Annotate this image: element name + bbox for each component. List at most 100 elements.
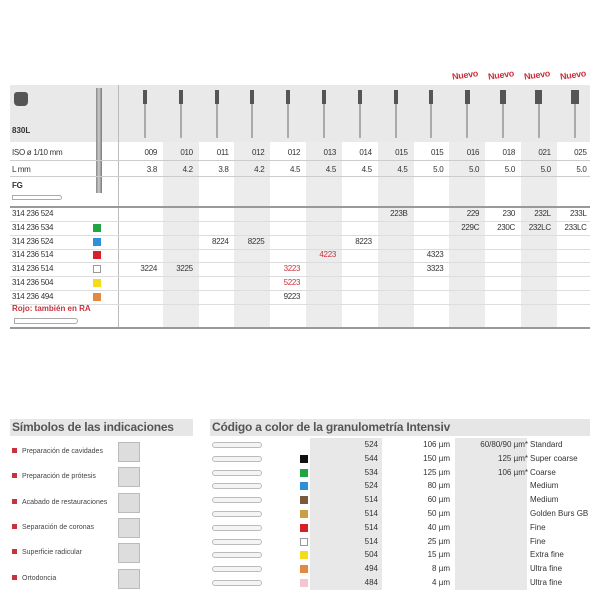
iso-value: 015 <box>395 148 408 157</box>
indication-item: Acabado de restauraciones <box>12 499 107 506</box>
bur-grit-icon <box>212 538 262 545</box>
product-code[interactable]: 233L <box>569 209 587 218</box>
new-badge: Nuevo <box>559 68 587 82</box>
product-code[interactable]: 232LC <box>528 222 551 232</box>
product-code[interactable]: 3224 <box>140 264 157 274</box>
grit-row: 484 4 µm Ultra fine <box>210 576 590 590</box>
bur-image <box>570 90 579 138</box>
color-code-square <box>300 482 308 491</box>
ref-number: 314 236 494 <box>12 291 54 301</box>
length-value: 5.0 <box>433 165 444 174</box>
bur-image <box>249 90 255 138</box>
ref-number: 314 236 524 <box>12 209 54 218</box>
product-code[interactable]: 8224 <box>211 236 229 246</box>
grit-row: 534 125 µm 106 µm* Coarse <box>210 466 590 480</box>
product-code[interactable]: 9223 <box>283 291 301 301</box>
iso-value: 009 <box>144 148 158 157</box>
shade-col <box>455 438 527 590</box>
bur-grit-icon <box>212 580 262 586</box>
shade-col <box>377 142 414 327</box>
ra-handpiece-icon <box>14 318 78 324</box>
ref-number: 314 236 504 <box>12 278 54 287</box>
length-value: 5.0 <box>504 165 516 174</box>
shade-col <box>449 142 486 327</box>
grit-row: 494 8 µm Ultra fine <box>210 562 590 576</box>
cavity-icon <box>14 92 28 106</box>
grit-code: 534 <box>364 467 378 477</box>
product-name: 830L <box>12 126 31 135</box>
grit-size: 15 µm <box>427 550 450 560</box>
bur-image <box>500 90 506 138</box>
product-code[interactable]: 4223 <box>319 250 336 260</box>
product-code[interactable]: 223B <box>390 209 408 218</box>
color-code-square <box>300 510 308 518</box>
product-code[interactable]: 233LC <box>564 222 587 232</box>
iso-value: 021 <box>538 148 551 157</box>
bur-grit-icon <box>212 442 262 448</box>
grit-code: 524 <box>364 481 378 491</box>
color-code-square <box>93 223 101 232</box>
grit-size: 4 µm <box>432 578 450 587</box>
iso-value: 016 <box>466 148 480 157</box>
color-code-square <box>93 251 101 260</box>
grit-row: 514 40 µm Fine <box>210 521 590 535</box>
grit-size: 25 µm <box>427 536 450 546</box>
bur-grit-icon <box>212 511 262 517</box>
grit-row: 544 150 µm 125 µm* Super coarse <box>210 452 590 466</box>
indication-item: Superficie radicular <box>12 549 82 556</box>
indication-symbol-icon <box>118 517 140 538</box>
product-code[interactable]: 8223 <box>355 236 372 246</box>
product-code[interactable]: 3223 <box>283 264 301 274</box>
color-code-square <box>300 454 308 463</box>
grit-description: Medium <box>530 481 559 491</box>
product-code[interactable]: 229C <box>461 222 480 232</box>
bur-grit-icon <box>212 483 262 490</box>
row-rule <box>10 176 590 177</box>
color-code-square <box>93 292 101 301</box>
length-value: 5.0 <box>468 165 480 174</box>
new-badge: Nuevo <box>523 68 551 82</box>
product-code[interactable]: 3323 <box>426 264 444 274</box>
product-code[interactable]: 3225 <box>176 264 193 274</box>
iso-value: 011 <box>216 148 229 157</box>
grit-code: 514 <box>364 495 378 505</box>
fg-label: FG <box>12 181 23 190</box>
product-code[interactable]: 8225 <box>247 236 265 246</box>
product-code[interactable]: 230C <box>497 222 515 232</box>
shade-col <box>234 142 271 327</box>
product-code[interactable]: 229 <box>466 209 480 218</box>
row-rule <box>10 303 590 305</box>
bur-image <box>321 90 327 138</box>
grit-code: 514 <box>364 536 378 546</box>
indication-symbol-icon <box>118 467 140 488</box>
grit-code: 494 <box>364 564 378 574</box>
grit-size: 40 µm <box>427 522 450 532</box>
product-code[interactable]: 4323 <box>426 250 444 260</box>
bur-grit-icon <box>212 469 262 476</box>
color-code-square <box>300 579 308 587</box>
indication-item: Ortodoncia <box>12 575 56 582</box>
product-code[interactable]: 232L <box>534 209 551 218</box>
product-code[interactable]: 5223 <box>283 278 301 287</box>
iso-value: 025 <box>574 148 587 157</box>
row-rule <box>10 262 590 264</box>
color-code-square <box>300 537 308 546</box>
iso-value: 015 <box>430 148 444 157</box>
note-red: Rojo: también en RA <box>12 304 91 313</box>
grit-code: 514 <box>364 509 378 518</box>
bur-grit-icon <box>212 524 262 531</box>
bur-grit-icon <box>212 455 262 462</box>
length-value: 4.5 <box>397 165 408 174</box>
length-value: 3.8 <box>218 165 229 174</box>
grit-description: Fine <box>530 522 546 532</box>
grit-code: 544 <box>364 453 378 463</box>
color-code-square <box>300 468 308 477</box>
color-code-square <box>300 523 308 532</box>
fg-handpiece-icon <box>12 195 62 200</box>
bur-side-image <box>96 88 102 193</box>
indication-symbol-icon <box>118 568 140 589</box>
indications-title: Símbolos de las indicaciones <box>10 419 193 436</box>
color-code-square <box>93 237 101 246</box>
new-badge: Nuevo <box>487 68 515 82</box>
product-code[interactable]: 230 <box>502 209 516 218</box>
